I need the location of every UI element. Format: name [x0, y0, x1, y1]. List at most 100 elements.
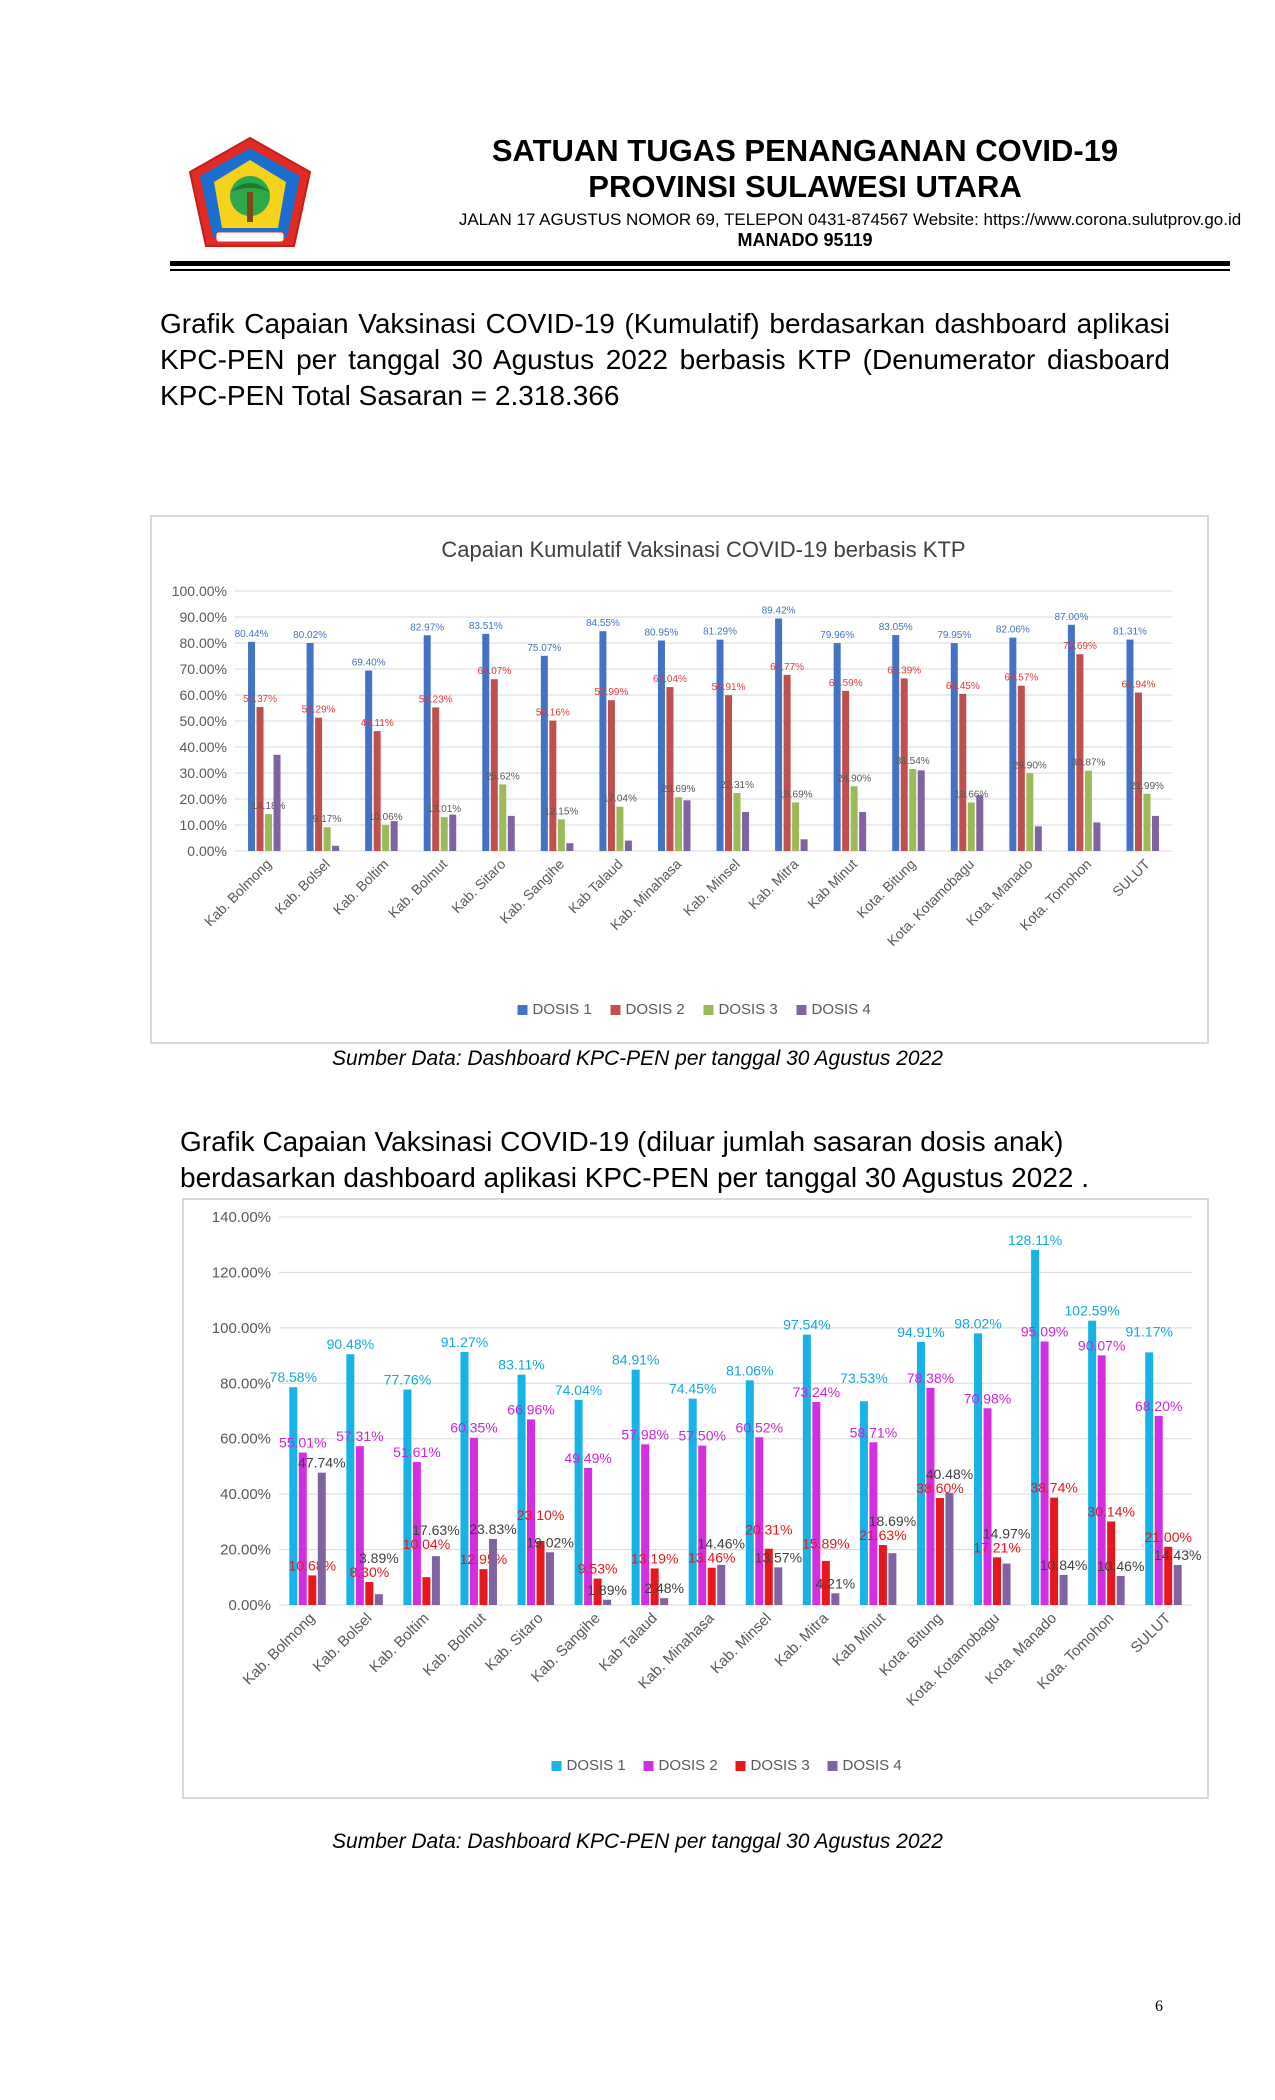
bar-dosis-4 [566, 843, 574, 851]
bar-dosis-1 [802, 1334, 811, 1605]
data-label: 51.29% [302, 705, 336, 716]
data-label: 55.01% [279, 1435, 326, 1451]
x-category-label: Kab Talaud [565, 856, 626, 917]
chart-excluding-children: 0.00% 20.00% 40.00% 60.00% 80.00% 100.00% 120.… [182, 1198, 1209, 1799]
data-label: 10.84% [1040, 1557, 1087, 1573]
data-label: 66.39% [887, 665, 921, 676]
legend-label: DOSIS 1 [567, 1757, 626, 1774]
bar-dosis-2 [373, 731, 381, 851]
data-label: 81.29% [703, 627, 737, 638]
data-label: 29.90% [1013, 760, 1047, 771]
bar-dosis-3 [382, 824, 390, 851]
x-category-label: Kab. Bolmong [240, 1610, 319, 1689]
data-label: 60.94% [1122, 680, 1156, 691]
data-label: 14.97% [983, 1525, 1030, 1541]
bar-dosis-2 [490, 679, 498, 851]
data-label: 63.04% [653, 674, 687, 685]
data-label: 13.01% [427, 804, 461, 815]
legend-label: DOSIS 4 [843, 1757, 902, 1774]
bar-dosis-3 [422, 1577, 431, 1605]
x-category-label: Kota. Bitung [853, 856, 918, 921]
data-label: 102.59% [1065, 1303, 1120, 1319]
bar-dosis-4 [742, 812, 750, 851]
bar-dosis-4 [488, 1538, 497, 1605]
bar-dosis-3 [909, 768, 917, 851]
letterhead-city: MANADO 95119 [737, 230, 873, 250]
x-category-label: Kab. Bolmut [385, 856, 450, 921]
bar-dosis-1 [833, 643, 841, 851]
y-tick-label: 0.00% [187, 843, 227, 859]
data-label: 61.59% [829, 678, 863, 689]
data-label: 75.07% [527, 643, 561, 654]
y-tick-label: 20.00% [180, 791, 227, 807]
data-label: 38.60% [916, 1480, 963, 1496]
intro-paragraph-2: Grafik Capaian Vaksinasi COVID-19 (dilua… [180, 1126, 1090, 1193]
data-label: 19.02% [526, 1534, 573, 1550]
bar-dosis-2 [641, 1444, 650, 1605]
bar-dosis-2 [256, 707, 264, 851]
data-label: 84.91% [612, 1352, 659, 1368]
source-note-1: Sumber Data: Dashboard KPC-PEN per tangg… [332, 1047, 943, 1070]
data-label: 55.23% [419, 694, 453, 705]
bar-dosis-3 [935, 1498, 944, 1605]
bar-dosis-2 [666, 687, 674, 851]
bar-dosis-1 [460, 1352, 469, 1605]
data-label: 77.76% [384, 1371, 431, 1387]
data-label: 69.40% [352, 658, 386, 669]
bar-dosis-1 [892, 635, 900, 851]
bar-dosis-1 [403, 1389, 412, 1605]
bar-dosis-1 [540, 655, 548, 851]
bar-dosis-1 [950, 643, 958, 851]
data-label: 59.91% [712, 682, 746, 693]
data-label: 57.50% [678, 1428, 725, 1444]
data-label: 50.16% [536, 708, 570, 719]
data-label: 84.55% [586, 618, 620, 629]
bar-dosis-2 [355, 1446, 364, 1605]
bar-dosis-2 [1134, 692, 1142, 851]
intro-paragraph-1: Grafik Capaian Vaksinasi COVID-19 (Kumul… [160, 308, 1170, 411]
legend-swatch [703, 1005, 714, 1015]
data-label: 80.02% [293, 630, 327, 641]
bar-dosis-3 [993, 1557, 1002, 1605]
bar-dosis-2 [926, 1387, 935, 1605]
data-label: 73.53% [840, 1370, 887, 1386]
data-label: 98.02% [954, 1315, 1001, 1331]
legend-label: DOSIS 2 [626, 1001, 685, 1018]
bar-dosis-2 [1017, 685, 1025, 851]
bar-dosis-4 [1151, 815, 1159, 851]
data-label: 20.31% [745, 1522, 792, 1538]
bar-dosis-3 [733, 792, 741, 851]
data-label: 90.07% [1078, 1337, 1125, 1353]
data-label: 91.27% [441, 1334, 488, 1350]
data-label: 40.48% [926, 1466, 973, 1482]
data-label: 57.98% [621, 1426, 668, 1442]
bar-dosis-4 [273, 754, 281, 851]
legend-swatch [643, 1761, 654, 1771]
bar-dosis-3 [1050, 1497, 1059, 1605]
bar-dosis-2 [298, 1452, 307, 1605]
data-label: 4.21% [815, 1575, 855, 1591]
bar-dosis-4 [546, 1552, 555, 1605]
data-label: 89.42% [762, 606, 796, 617]
bar-dosis-1 [289, 1387, 298, 1605]
bar-dosis-1 [631, 1369, 640, 1605]
bar-dosis-1 [745, 1380, 754, 1605]
bar-dosis-3 [674, 797, 682, 851]
bar-dosis-4 [976, 795, 984, 851]
bar-dosis-3 [878, 1545, 887, 1605]
bar-dosis-2 [869, 1442, 878, 1605]
data-label: 83.11% [498, 1357, 544, 1373]
bar-dosis-4 [683, 800, 691, 851]
data-label: 10.68% [289, 1557, 336, 1573]
bar-dosis-2 [549, 720, 557, 851]
data-label: 57.99% [594, 687, 628, 698]
bar-dosis-3 [323, 827, 331, 851]
legend-swatch [551, 1761, 562, 1771]
data-label: 3.89% [359, 1550, 399, 1566]
bar-dosis-1 [916, 1341, 925, 1605]
data-label: 82.06% [996, 625, 1030, 636]
bar-dosis-4 [1173, 1565, 1182, 1605]
bar-dosis-1 [1088, 1320, 1097, 1605]
data-label: 78.38% [907, 1370, 954, 1386]
bar-dosis-2 [584, 1467, 593, 1605]
